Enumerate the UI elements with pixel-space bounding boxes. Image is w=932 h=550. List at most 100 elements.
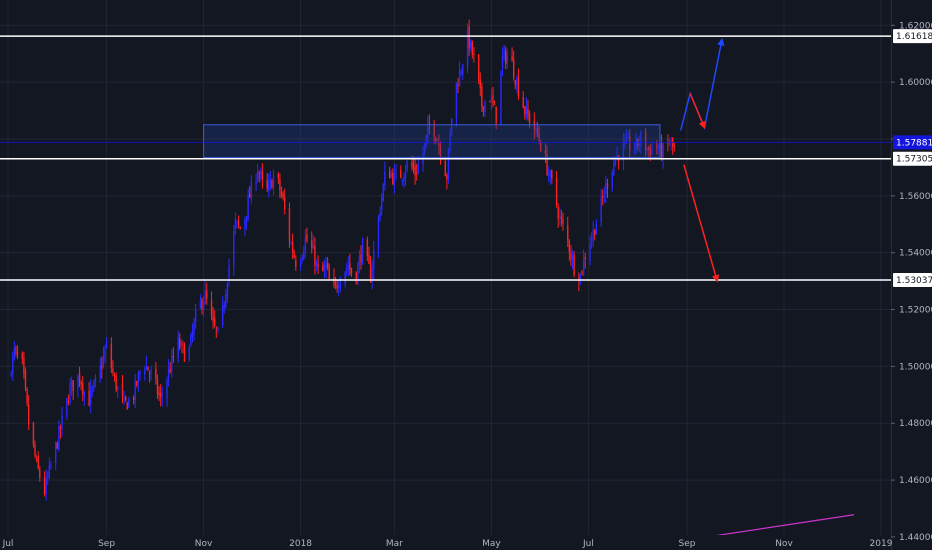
y-tick-label: 1.56000: [899, 192, 932, 202]
candle-body: [260, 172, 262, 174]
candle-233: [527, 99, 529, 121]
candle-body: [249, 194, 251, 198]
candle-body: [179, 339, 181, 348]
candle-255: [578, 272, 580, 292]
candle-body: [12, 354, 14, 374]
candle-64: [150, 365, 152, 381]
candle-244: [551, 169, 553, 184]
candle-body: [547, 173, 550, 176]
candle-body: [110, 343, 113, 368]
candle-74: [172, 347, 175, 363]
candle-198: [449, 128, 451, 154]
candle-1: [12, 351, 14, 381]
candle-body: [506, 54, 509, 64]
candle-146: [334, 276, 337, 290]
candle-6: [23, 351, 25, 380]
candle-75: [177, 330, 179, 363]
candle-277: [625, 128, 628, 144]
candle-body: [72, 380, 74, 391]
candle-182: [414, 159, 416, 185]
candle-62: [147, 366, 149, 371]
candle-body: [234, 219, 237, 229]
candle-69: [161, 386, 163, 407]
candle-body: [673, 145, 675, 148]
candle-280: [633, 141, 636, 155]
y-tick-label: 1.62000: [899, 21, 932, 31]
candle-39: [94, 374, 97, 388]
candle-260: [589, 235, 591, 266]
candle-body: [201, 299, 203, 309]
candle-40: [99, 358, 101, 383]
candle-147: [336, 280, 338, 293]
candle-body: [660, 142, 663, 159]
candle-body: [592, 229, 594, 240]
candle-240: [544, 143, 547, 163]
candle-25: [66, 397, 68, 420]
candle-137: [314, 237, 316, 275]
candle-114: [261, 163, 264, 189]
candle-249: [562, 212, 564, 231]
candle-body: [139, 371, 141, 375]
candle-175: [400, 165, 402, 179]
candle-body: [368, 254, 370, 265]
projection-arrows: [679, 38, 725, 283]
candle-59: [139, 369, 141, 381]
candle-body: [269, 179, 272, 183]
candle-12: [35, 455, 38, 463]
red-arrow-2: [683, 164, 720, 283]
candle-body: [361, 239, 364, 265]
candle-5: [21, 351, 24, 365]
candle-body: [503, 50, 505, 55]
candle-body: [471, 41, 474, 55]
candle-body: [199, 300, 202, 309]
candle-body: [55, 442, 57, 463]
candle-body: [113, 375, 116, 377]
candle-body: [392, 172, 394, 184]
candle-127: [291, 233, 294, 260]
candle-263: [594, 229, 596, 241]
candle-208: [471, 40, 474, 59]
candle-body: [312, 244, 315, 249]
candle-155: [355, 271, 357, 285]
candle-body: [439, 146, 442, 159]
candle-163: [371, 260, 373, 290]
candle-218: [493, 100, 496, 106]
candle-body: [589, 243, 591, 262]
candle-9: [27, 395, 30, 430]
candle-11: [34, 440, 36, 459]
candle-body: [477, 54, 480, 81]
candle-254: [573, 251, 575, 278]
candle-body: [124, 396, 127, 401]
candle-body: [511, 55, 513, 62]
candle-body: [377, 216, 380, 250]
candle-123: [282, 191, 284, 201]
candle-43: [104, 344, 106, 364]
candle-250: [567, 216, 569, 248]
candle-101: [234, 212, 237, 235]
candle-130: [299, 258, 302, 271]
candle-body: [571, 256, 574, 262]
candle-body: [137, 372, 140, 383]
candle-body: [559, 215, 561, 217]
candle-211: [479, 72, 481, 97]
candle-body: [584, 256, 586, 259]
candle-body: [215, 327, 218, 329]
candle-51: [123, 390, 125, 406]
candle-111: [256, 163, 259, 183]
candle-body: [489, 101, 491, 103]
candle-body: [390, 173, 392, 177]
candle-body: [435, 137, 437, 142]
candle-body: [640, 132, 642, 146]
candle-body: [191, 331, 194, 337]
candle-57: [136, 380, 138, 388]
candle-body: [482, 106, 485, 112]
candle-133: [304, 229, 307, 258]
candle-157: [358, 249, 361, 274]
candle-268: [605, 176, 607, 203]
candle-252: [570, 244, 572, 266]
candle-176: [401, 178, 404, 186]
y-tick-label: 1.50000: [899, 362, 932, 372]
candle-body: [616, 154, 618, 159]
candle-body: [349, 263, 351, 269]
